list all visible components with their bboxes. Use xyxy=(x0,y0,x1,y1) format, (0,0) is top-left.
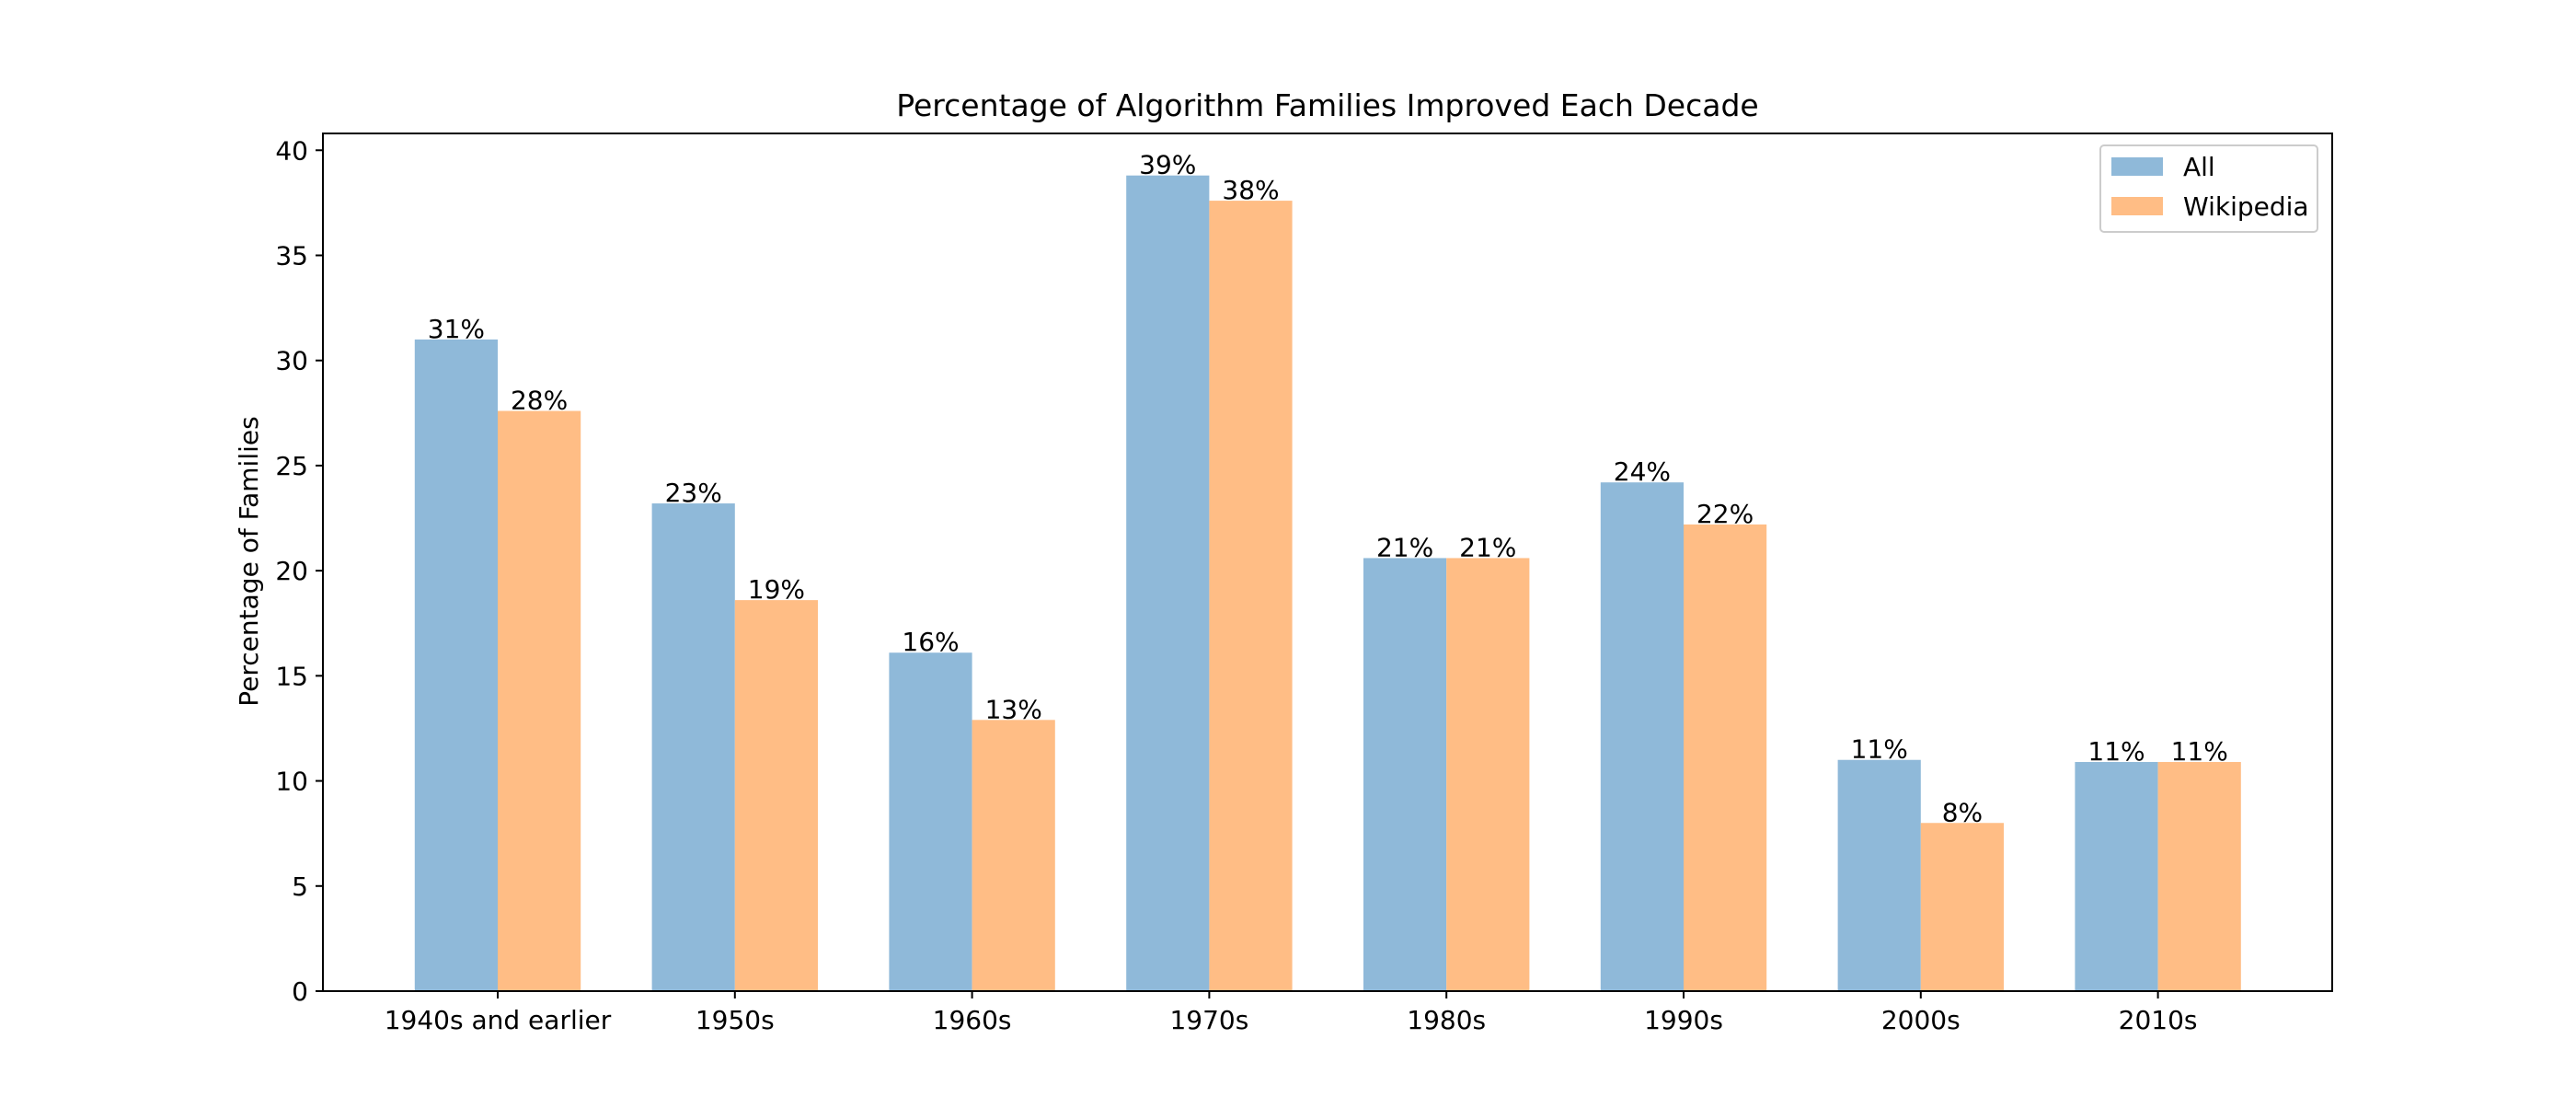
x-tick-label-4: 1980s xyxy=(1407,1005,1486,1035)
bar-label-wikipedia-3: 38% xyxy=(1222,175,1279,205)
y-tick-label-2: 10 xyxy=(275,767,308,797)
x-tick-label-3: 1970s xyxy=(1169,1005,1248,1035)
bar-label-all-0: 31% xyxy=(428,314,485,344)
bar-labels-layer: 31% 23% 16% 39% 21% 24% 11% 11% 28% 19% 13% 38% 21% 2… xyxy=(428,150,2228,828)
bar-label-all-6: 11% xyxy=(1851,734,1908,765)
bar-label-all-7: 11% xyxy=(2087,736,2145,767)
bar-all-3 xyxy=(1126,175,1210,991)
bar-wikipedia-0 xyxy=(498,410,581,991)
x-tick-label-6: 2000s xyxy=(1881,1005,1961,1035)
legend-label-all: All xyxy=(2183,152,2215,182)
bar-label-all-1: 23% xyxy=(665,478,722,508)
y-tick-label-8: 40 xyxy=(275,135,308,166)
bar-all-6 xyxy=(1837,759,1921,991)
y-tick-label-5: 25 xyxy=(275,451,308,481)
x-tick-label-7: 2010s xyxy=(2119,1005,2198,1035)
y-tick-label-1: 5 xyxy=(292,871,308,902)
bar-label-wikipedia-4: 21% xyxy=(1459,532,1516,562)
x-tick-label-2: 1960s xyxy=(933,1005,1012,1035)
bar-label-all-2: 16% xyxy=(902,627,959,657)
bar-label-wikipedia-6: 8% xyxy=(1942,797,1983,827)
bar-all-1 xyxy=(651,503,735,991)
bar-wikipedia-3 xyxy=(1209,201,1293,992)
chart-title: Percentage of Algorithm Families Improve… xyxy=(896,87,1758,123)
bar-wikipedia-5 xyxy=(1684,524,1767,991)
bar-wikipedia-7 xyxy=(2157,762,2241,991)
bar-all-7 xyxy=(2075,762,2158,991)
y-tick-label-4: 20 xyxy=(275,556,308,586)
bar-all-5 xyxy=(1600,482,1684,991)
bar-wikipedia-2 xyxy=(972,720,1055,991)
bar-label-all-4: 21% xyxy=(1376,532,1433,562)
bar-wikipedia-1 xyxy=(734,600,818,991)
y-axis: 0 5 10 15 20 25 30 35 40 xyxy=(275,135,323,1007)
y-tick-label-0: 0 xyxy=(292,976,308,1007)
bar-all-0 xyxy=(414,339,498,991)
x-axis: 1940s and earlier 1950s 1960s 1970s 1980s 199… xyxy=(385,991,2198,1035)
bar-label-wikipedia-7: 11% xyxy=(2171,736,2228,767)
bar-label-all-3: 39% xyxy=(1139,150,1196,180)
y-axis-title: Percentage of Families xyxy=(234,416,264,706)
legend-label-wikipedia: Wikipedia xyxy=(2183,191,2309,222)
bar-wikipedia-4 xyxy=(1446,558,1530,991)
bar-label-wikipedia-0: 28% xyxy=(511,386,568,416)
bar-label-wikipedia-1: 19% xyxy=(748,574,805,605)
bar-all-2 xyxy=(889,652,972,991)
x-tick-label-1: 1950s xyxy=(696,1005,775,1035)
bars-layer xyxy=(414,175,2241,992)
legend-swatch-all xyxy=(2111,157,2163,176)
y-tick-label-6: 30 xyxy=(275,346,308,376)
bar-wikipedia-6 xyxy=(1920,823,2004,991)
bar-label-wikipedia-2: 13% xyxy=(985,694,1042,724)
bar-label-all-5: 24% xyxy=(1614,456,1671,487)
plot-frame xyxy=(322,133,2333,992)
legend-swatch-wikipedia xyxy=(2111,197,2163,215)
x-tick-label-0: 1940s and earlier xyxy=(385,1005,612,1035)
legend: All Wikipedia xyxy=(2099,144,2318,233)
x-tick-label-5: 1990s xyxy=(1644,1005,1723,1035)
bar-all-4 xyxy=(1363,558,1447,991)
bar-label-wikipedia-5: 22% xyxy=(1696,499,1754,529)
y-tick-label-3: 15 xyxy=(275,661,308,691)
y-tick-label-7: 35 xyxy=(275,240,308,271)
